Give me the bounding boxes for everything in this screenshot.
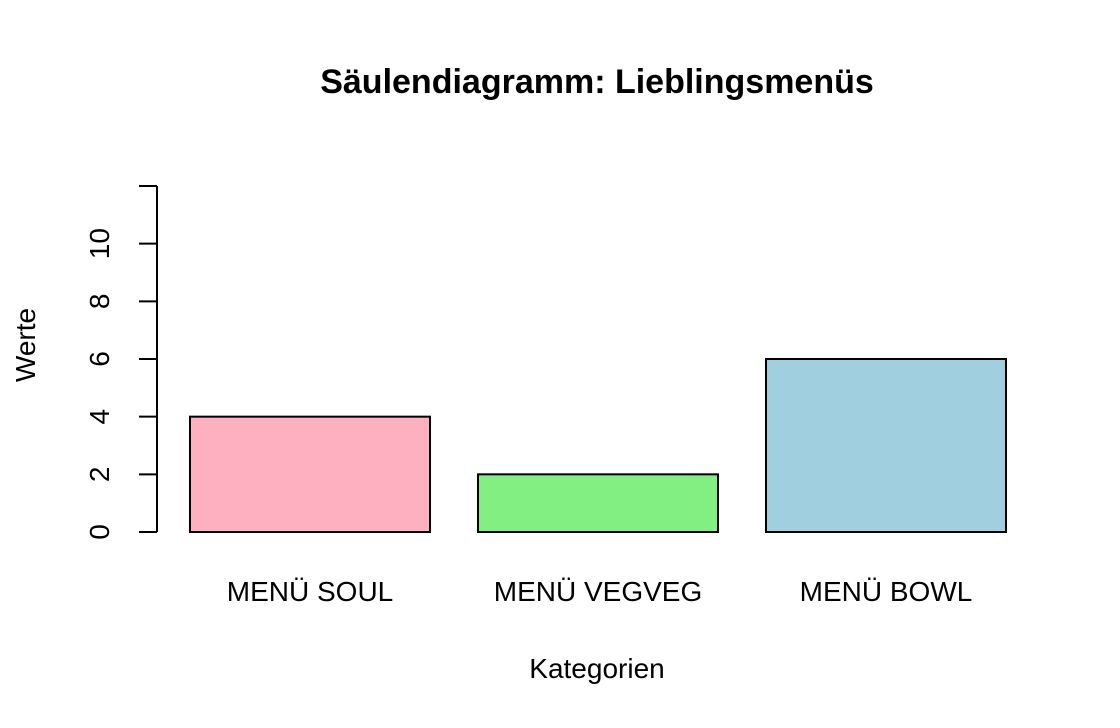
chart-title: Säulendiagramm: Lieblingsmenüs	[320, 63, 874, 101]
y-axis-title: Werte	[10, 308, 41, 382]
y-tick-label: 8	[84, 294, 115, 310]
y-tick-label: 10	[84, 228, 115, 259]
category-label: MENÜ BOWL	[800, 576, 973, 607]
bar	[189, 415, 431, 533]
x-axis-title: Kategorien	[529, 653, 664, 684]
bars	[189, 358, 1007, 534]
y-tick-label: 6	[84, 351, 115, 367]
y-tick-label: 0	[84, 524, 115, 540]
category-labels: MENÜ SOUL MENÜ VEGVEG MENÜ BOWL	[227, 576, 973, 607]
bar	[477, 473, 719, 534]
y-tick-label: 4	[84, 409, 115, 425]
y-tick-label: 2	[84, 467, 115, 483]
bar	[765, 358, 1007, 533]
category-label: MENÜ SOUL	[227, 576, 393, 607]
category-label: MENÜ VEGVEG	[494, 576, 702, 607]
y-axis: 0 2 4 6 8 10	[84, 185, 158, 540]
y-ticks: 0 2 4 6 8 10	[84, 185, 157, 540]
